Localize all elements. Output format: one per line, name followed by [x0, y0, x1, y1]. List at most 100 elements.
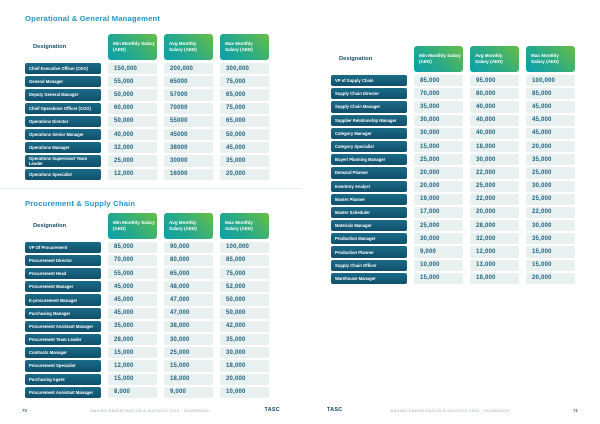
table-row: Production Planner 9,000 12,000 15,000 [331, 246, 575, 258]
min-salary-cell: 40,000 [108, 128, 157, 141]
designation-cell: VP Of Procurement [25, 241, 101, 253]
avg-salary-cell: 80,000 [470, 88, 519, 100]
min-salary-cell: 30,000 [414, 127, 463, 139]
max-salary-cell: 18,000 [220, 360, 269, 372]
max-salary-cell: 45,000 [220, 142, 269, 154]
designation-cell: Demand Planner [331, 167, 407, 179]
max-salary-cell: 75,000 [220, 102, 269, 114]
designation-cell: Production Planner [331, 246, 407, 258]
table-header-row: Designation Min Monthly Salary (AED) Avg… [25, 212, 269, 239]
min-salary-cell: 10,000 [414, 259, 463, 271]
min-salary-cell: 85,000 [414, 75, 463, 87]
designation-column-header: Designation [339, 56, 373, 62]
designation-cell: Operations Manager [25, 142, 101, 154]
table-row: Supply Chain Manager 35,000 40,000 45,00… [331, 101, 575, 113]
designation-cell: Purchasing Manager [25, 307, 101, 319]
avg-salary-cell: 18,000 [164, 373, 213, 385]
avg-salary-cell: 57000 [164, 89, 213, 101]
designation-cell: Operations Specialist [25, 168, 101, 180]
table-row: General Manager 55,000 65000 75,000 [25, 76, 269, 88]
max-salary-cell: 25,000 [526, 193, 575, 205]
table-row: Contracts Manager 15,000 25,000 30,000 [25, 347, 269, 359]
designation-cell: Procurement Manager [25, 281, 101, 293]
table-row: Procurement Head 55,000 65,000 75,000 [25, 268, 269, 280]
max-salary-cell: 100,000 [526, 75, 575, 87]
table-row: Buyer/ Planning Manager 25,000 30,000 35… [331, 154, 575, 166]
avg-salary-column-header: Avg Monthly Salary (AED) [164, 212, 213, 239]
max-salary-cell: 52,000 [220, 281, 269, 293]
table-row: Procurement Manager 45,000 48,000 52,000 [25, 281, 269, 293]
table-row: Operations Specialist 12,000 16000 20,00… [25, 168, 269, 180]
table-row: VP Of Procurement 85,000 90,000 100,000 [25, 241, 269, 253]
designation-cell: VP of Supply Chain [331, 75, 407, 87]
designation-column-header: Designation [33, 222, 67, 229]
table-row: Procurement Assistant Manager 35,000 38,… [25, 320, 269, 332]
designation-cell: Buyer/ Planning Manager [331, 154, 407, 166]
avg-salary-cell: 90,000 [164, 241, 213, 253]
table-row: Procurement Assistant Manager 8,000 9,00… [25, 386, 269, 398]
avg-salary-cell: 65,000 [164, 268, 213, 280]
designation-cell: Inventory Analyst [331, 180, 407, 192]
table-row: Demand Planner 20,000 22,000 25,000 [331, 167, 575, 179]
min-salary-column-header: Min Monthly Salary (AED) [108, 34, 157, 60]
footer-text: MAKING EMIRATISATION A SUCCESS 2025 · GU… [90, 409, 210, 413]
max-salary-cell: 20,000 [526, 140, 575, 153]
table-row: VP of Supply Chain 85,000 95,000 100,000 [331, 75, 575, 87]
designation-cell: Procurement Head [25, 268, 101, 280]
min-salary-cell: 17,000 [414, 206, 463, 219]
table-row: Procurement Director 70,000 80,000 85,00… [25, 254, 269, 267]
min-salary-cell: 12,000 [108, 360, 157, 372]
max-salary-cell: 35,000 [220, 155, 269, 167]
max-salary-cell: 10,000 [220, 386, 269, 398]
max-salary-cell: 50,000 [220, 294, 269, 306]
min-salary-cell: 50,000 [108, 89, 157, 101]
avg-salary-cell: 55000 [164, 115, 213, 127]
table-row: Purchasing Agent 15,000 18,000 20,000 [25, 373, 269, 385]
designation-cell: Operations Director [25, 115, 101, 127]
designation-cell: Chief Executive Officer (CEO) [25, 63, 101, 75]
max-salary-cell: 50,000 [220, 307, 269, 319]
max-salary-cell: 100,000 [220, 241, 269, 253]
table-row: Category Specialist 15,000 18,000 20,000 [331, 140, 575, 153]
table-row: Master Planner 19,000 22,000 25,000 [331, 193, 575, 205]
min-salary-cell: 45,000 [108, 281, 157, 293]
avg-salary-cell: 28,000 [470, 220, 519, 232]
avg-salary-cell: 30,000 [470, 154, 519, 166]
avg-salary-cell: 47,000 [164, 307, 213, 319]
designation-cell: Supply Chain Manager [331, 101, 407, 113]
avg-salary-cell: 38,000 [164, 320, 213, 332]
table-row: Operations Director 50,000 55000 65,000 [25, 115, 269, 127]
min-salary-cell: 70,000 [108, 254, 157, 267]
min-salary-cell: 30,000 [414, 233, 463, 245]
max-salary-cell: 45,000 [526, 101, 575, 113]
avg-salary-cell: 32,000 [470, 233, 519, 245]
section-title-procurement: Procurement & Supply Chain [25, 198, 136, 208]
max-salary-cell: 85,000 [220, 254, 269, 267]
tasc-logo: TASC [264, 407, 280, 413]
avg-salary-cell: 70000 [164, 102, 213, 114]
min-salary-cell: 25,000 [414, 220, 463, 232]
table-supply-chain-continued: Designation Min Monthly Salary (AED) Avg… [331, 46, 575, 284]
table-row: Operations Manager 32,000 38000 45,000 [25, 142, 269, 154]
designation-cell: Procurement Specialist [25, 360, 101, 372]
min-salary-cell: 15,000 [108, 373, 157, 385]
max-salary-cell: 42,000 [220, 320, 269, 332]
designation-cell: Deputy General Manager [25, 89, 101, 101]
table-body: VP Of Procurement 85,000 90,000 100,000 … [25, 241, 269, 398]
max-salary-cell: 20,000 [220, 373, 269, 385]
table-row: Master Scheduler 17,000 20,000 22,000 [331, 206, 575, 219]
tasc-logo: TASC [327, 407, 343, 413]
max-salary-column-header: Max Monthly Salary (AED) [220, 34, 269, 60]
avg-salary-cell: 18,000 [470, 140, 519, 153]
avg-salary-cell: 25,000 [164, 347, 213, 359]
max-salary-cell: 65,000 [220, 115, 269, 127]
designation-cell: Master Scheduler [331, 206, 407, 219]
min-salary-cell: 35,000 [108, 320, 157, 332]
avg-salary-cell: 40,000 [470, 114, 519, 126]
designation-cell: Procurement Team Leader [25, 334, 101, 346]
max-salary-cell: 85,000 [526, 88, 575, 100]
max-salary-cell: 30,000 [220, 347, 269, 359]
min-salary-cell: 25,000 [414, 154, 463, 166]
table-row: Category Manager 30,000 40,000 45,000 [331, 127, 575, 139]
avg-salary-cell: 13,000 [470, 259, 519, 271]
